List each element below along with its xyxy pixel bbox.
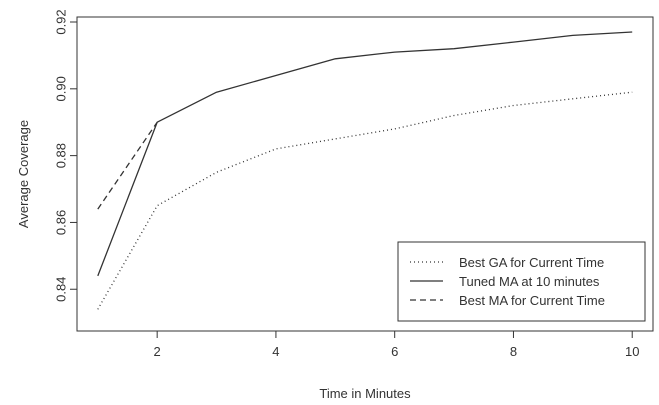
- x-tick-label: 2: [154, 344, 161, 359]
- y-axis: 0.84 0.86 0.88 0.90 0.92: [54, 9, 77, 302]
- y-axis-title: Average Coverage: [16, 120, 31, 228]
- y-tick-label: 0.84: [54, 277, 69, 302]
- legend-label-tuned-ma: Tuned MA at 10 minutes: [459, 274, 600, 289]
- series-line-2: [97, 121, 158, 210]
- plot-frame: [76, 16, 654, 332]
- legend-label-best-ma: Best MA for Current Time: [459, 293, 605, 308]
- legend: Best GA for Current Time Tuned MA at 10 …: [397, 241, 646, 322]
- y-tick-label: 0.90: [54, 76, 69, 101]
- legend-label-best-ga: Best GA for Current Time: [459, 255, 604, 270]
- x-axis-title: Time in Minutes: [319, 386, 411, 401]
- y-tick-label: 0.88: [54, 143, 69, 168]
- series-layer: [97, 31, 633, 310]
- x-tick-label: 10: [625, 344, 639, 359]
- y-tick-label: 0.92: [54, 9, 69, 34]
- x-tick-label: 4: [272, 344, 279, 359]
- x-tick-label: 6: [391, 344, 398, 359]
- y-tick-label: 0.86: [54, 210, 69, 235]
- x-tick-label: 8: [510, 344, 517, 359]
- series-line-1: [97, 31, 633, 277]
- x-axis: 2 4 6 8 10: [154, 331, 639, 359]
